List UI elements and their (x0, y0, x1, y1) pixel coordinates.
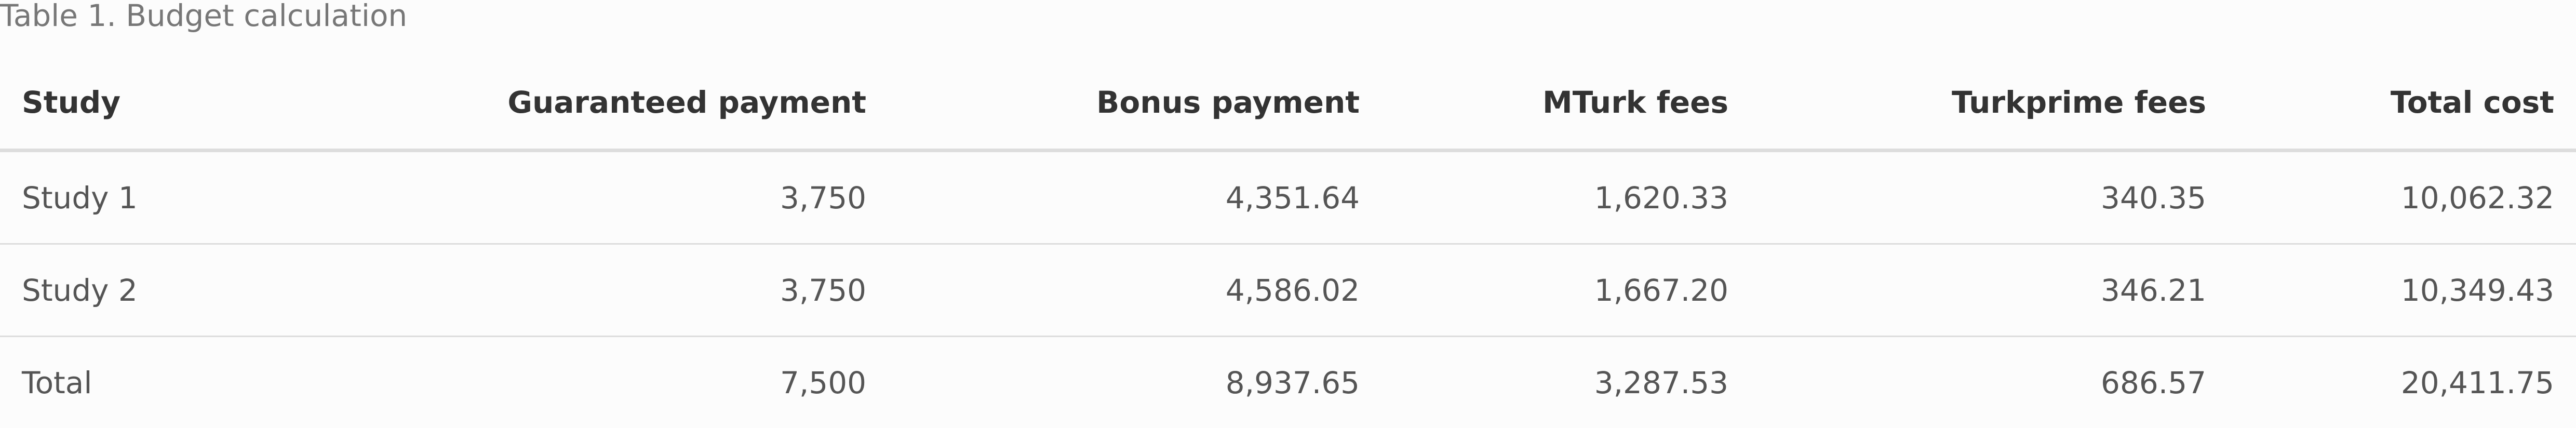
column-header-guaranteed-payment: Guaranteed payment (239, 56, 888, 151)
table-row: Study 2 3,750 4,586.02 1,667.20 346.21 1… (0, 244, 2576, 337)
table-cell: 20,411.75 (2228, 337, 2576, 428)
column-header-bonus-payment: Bonus payment (888, 56, 1381, 151)
column-header-turkprime-fees: Turkprime fees (1750, 56, 2228, 151)
table-cell: 1,667.20 (1381, 244, 1750, 337)
table-cell: 340.35 (1750, 151, 2228, 244)
table-cell: Total (0, 337, 239, 428)
table-cell: 10,349.43 (2228, 244, 2576, 337)
table-caption: Table 1. Budget calculation (0, 0, 407, 31)
budget-table: Study Guaranteed payment Bonus payment M… (0, 56, 2576, 428)
table-row: Study 1 3,750 4,351.64 1,620.33 340.35 1… (0, 151, 2576, 244)
table-cell: 346.21 (1750, 244, 2228, 337)
column-header-study: Study (0, 56, 239, 151)
column-header-total-cost: Total cost (2228, 56, 2576, 151)
table-cell: 4,586.02 (888, 244, 1381, 337)
column-header-mturk-fees: MTurk fees (1381, 56, 1750, 151)
table-cell: 7,500 (239, 337, 888, 428)
table-cell: 4,351.64 (888, 151, 1381, 244)
table-cell: 3,287.53 (1381, 337, 1750, 428)
table-cell: Study 2 (0, 244, 239, 337)
table-cell: 3,750 (239, 244, 888, 337)
table-cell: 3,750 (239, 151, 888, 244)
table-header-row: Study Guaranteed payment Bonus payment M… (0, 56, 2576, 151)
table-cell: 10,062.32 (2228, 151, 2576, 244)
table-cell: 686.57 (1750, 337, 2228, 428)
table-cell: 1,620.33 (1381, 151, 1750, 244)
table-cell: 8,937.65 (888, 337, 1381, 428)
table-row-total: Total 7,500 8,937.65 3,287.53 686.57 20,… (0, 337, 2576, 428)
table-cell: Study 1 (0, 151, 239, 244)
